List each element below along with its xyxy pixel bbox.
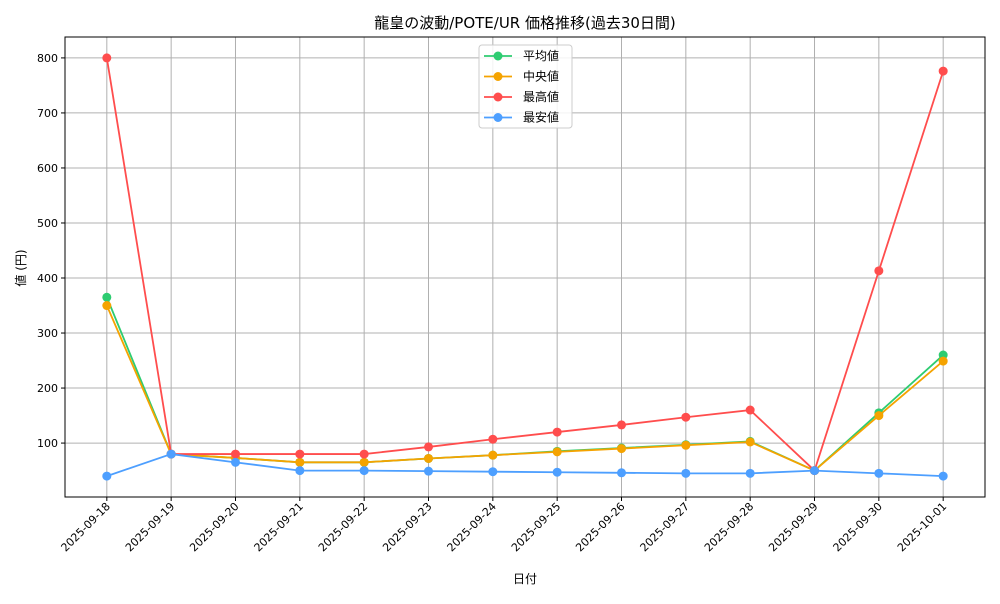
x-tick-label: 2025-09-24: [445, 500, 499, 554]
y-tick-label: 800: [37, 52, 58, 65]
series-line: [105, 57, 945, 473]
legend-box: [478, 44, 573, 129]
legend-label: 平均値: [523, 48, 559, 63]
legend-label: 中央値: [523, 69, 559, 84]
data-point: [745, 405, 755, 415]
y-tick-label: 300: [37, 327, 58, 340]
data-point: [488, 467, 498, 477]
data-point: [938, 356, 948, 366]
data-point: [681, 440, 691, 450]
data-point: [552, 447, 562, 457]
y-tick-label: 400: [37, 272, 58, 285]
x-tick-label: 2025-09-19: [123, 500, 177, 554]
data-point: [938, 66, 948, 76]
data-point: [102, 471, 112, 481]
data-point: [359, 466, 369, 476]
legend-marker: [493, 51, 503, 61]
y-tick-label: 500: [37, 217, 58, 230]
data-point: [488, 434, 498, 444]
legend-marker: [493, 92, 503, 102]
y-axis-label: 値 (円): [13, 249, 28, 286]
series-group: [102, 53, 948, 481]
y-tick-label: 600: [37, 162, 58, 175]
data-point: [488, 450, 498, 460]
legend-entry: 平均値: [484, 48, 559, 63]
data-point: [230, 457, 240, 467]
x-tick-label: 2025-09-30: [831, 500, 885, 554]
data-point: [359, 449, 369, 459]
x-tick-label: 2025-09-23: [380, 500, 434, 554]
data-point: [617, 444, 627, 454]
chart-title: 龍皇の波動/POTE/UR 価格推移(過去30日間): [374, 14, 676, 32]
data-point: [681, 412, 691, 422]
data-point: [423, 466, 433, 476]
x-tick-label: 2025-09-22: [316, 500, 370, 554]
data-point: [617, 468, 627, 478]
legend-entry: 最安値: [484, 110, 559, 125]
x-tick-label: 2025-10-01: [895, 500, 949, 554]
data-point: [102, 292, 112, 302]
series-0: [102, 292, 948, 476]
data-point: [745, 468, 755, 478]
x-tick-label: 2025-09-29: [766, 500, 820, 554]
x-tick-label: 2025-09-21: [252, 500, 306, 554]
data-point: [166, 449, 176, 459]
data-point: [230, 449, 240, 459]
data-point: [810, 466, 820, 476]
y-tick-label: 700: [37, 107, 58, 120]
data-point: [938, 471, 948, 481]
x-tick-label: 2025-09-20: [187, 500, 241, 554]
data-point: [295, 457, 305, 467]
x-tick-label: 2025-09-28: [702, 500, 756, 554]
legend-entry: 最高値: [484, 89, 559, 104]
legend-label: 最安値: [523, 110, 559, 125]
legend-label: 最高値: [523, 89, 559, 104]
y-tick-label: 200: [37, 382, 58, 395]
data-point: [295, 449, 305, 459]
x-axis-label: 日付: [513, 572, 537, 586]
y-tick-label: 100: [37, 437, 58, 450]
x-tick-label: 2025-09-18: [59, 500, 113, 554]
legend-entry: 中央値: [484, 69, 559, 84]
series-line: [106, 453, 944, 477]
series-line: [105, 305, 944, 472]
series-line: [105, 296, 944, 472]
data-point: [617, 420, 627, 430]
data-point: [102, 53, 112, 63]
data-point: [423, 453, 433, 463]
legend-marker: [493, 113, 503, 122]
data-point: [552, 467, 562, 477]
x-tick-label: 2025-09-26: [573, 500, 627, 554]
series-3: [102, 449, 948, 481]
data-point: [874, 266, 884, 276]
data-point: [552, 427, 562, 437]
data-point: [423, 442, 433, 452]
data-point: [295, 466, 305, 476]
x-tick-label: 2025-09-25: [509, 500, 563, 554]
data-point: [681, 468, 691, 478]
data-point: [874, 468, 884, 478]
plot-frame: [64, 36, 986, 498]
legend-marker: [493, 72, 503, 81]
data-point: [745, 437, 755, 447]
data-point: [102, 301, 112, 311]
x-tick-label: 2025-09-27: [638, 500, 692, 554]
data-point: [874, 411, 884, 421]
data-point: [359, 457, 369, 467]
